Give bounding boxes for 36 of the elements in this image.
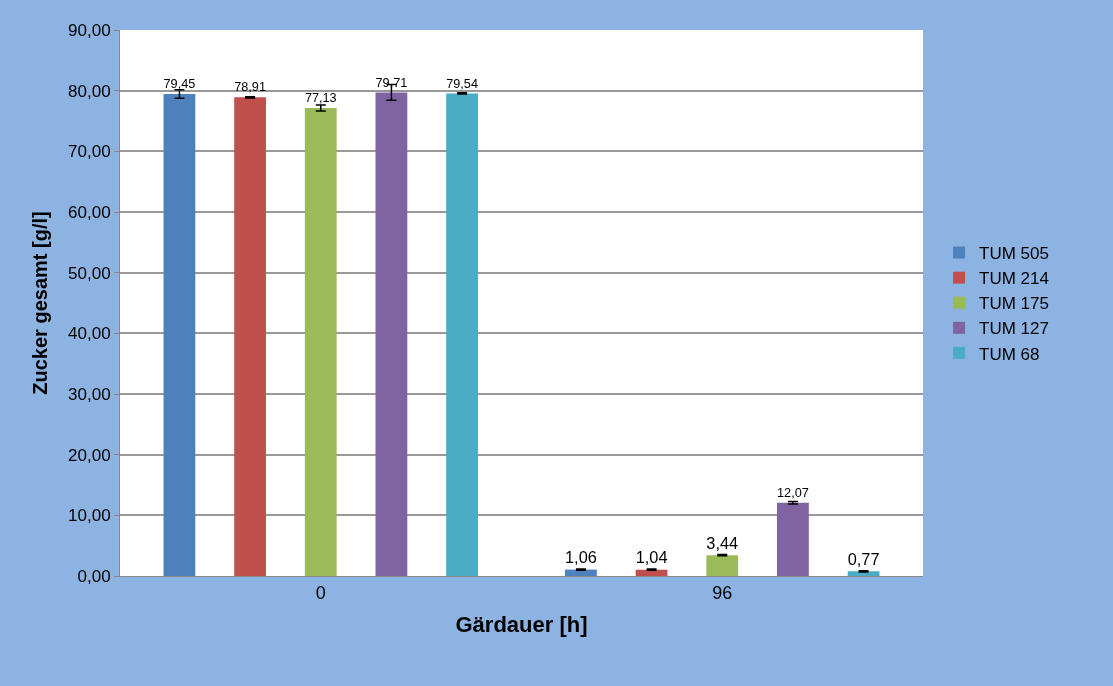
y-tick-label: 30,00 [68, 384, 111, 404]
legend-label: TUM 68 [979, 344, 1040, 364]
data-label: 0,77 [847, 549, 880, 568]
bar [163, 94, 196, 576]
x-axis-title: Gärdauer [h] [455, 612, 588, 638]
data-label: 79,45 [163, 77, 196, 92]
y-tick-label: 0,00 [77, 566, 111, 586]
data-label: 79,71 [375, 75, 408, 90]
bar [777, 502, 809, 576]
y-tick-label: 40,00 [68, 324, 111, 344]
y-tick-label: 10,00 [68, 506, 111, 526]
bar [446, 93, 478, 576]
data-label: 79,54 [446, 76, 478, 91]
data-label: 12,07 [777, 485, 809, 500]
x-tick-label: 96 [712, 582, 733, 603]
legend-label: TUM 127 [979, 319, 1049, 339]
y-tick-label: 50,00 [68, 263, 111, 283]
y-tick-label: 20,00 [68, 445, 111, 465]
y-tick-label: 70,00 [68, 142, 111, 162]
legend-label: TUM 505 [979, 244, 1049, 264]
y-tick-label: 80,00 [68, 81, 111, 101]
data-label: 77,13 [304, 91, 337, 106]
x-tick-label: 0 [315, 582, 326, 603]
y-tick-label: 60,00 [68, 202, 111, 222]
bar [234, 97, 266, 576]
legend-label: TUM 175 [979, 294, 1049, 314]
data-label: 78,91 [234, 80, 266, 95]
y-tick-label: 90,00 [68, 20, 111, 40]
data-label: 1,06 [565, 547, 597, 566]
bar [706, 555, 739, 576]
bar [375, 92, 408, 576]
legend-label: TUM 214 [979, 269, 1049, 289]
y-axis-title: Zucker gesamt [g/l] [28, 211, 51, 395]
data-label: 3,44 [706, 533, 739, 552]
bar [304, 108, 337, 576]
data-label: 1,04 [635, 548, 668, 567]
